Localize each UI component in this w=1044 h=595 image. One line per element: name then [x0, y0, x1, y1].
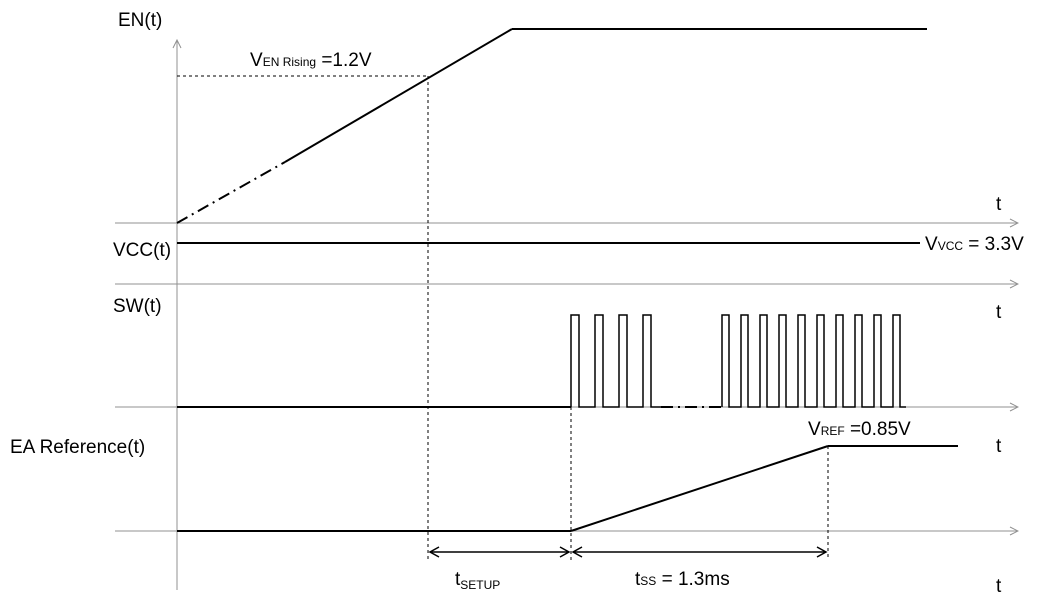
- ea-axis-t-label: t: [996, 436, 1002, 457]
- tss-label: tSS = 1.3ms: [635, 569, 730, 590]
- sw-axis-t-label: t: [996, 302, 1002, 323]
- vcc-signal-label: VCC(t): [113, 240, 171, 261]
- sw-pulse-train-1: [570, 314, 661, 408]
- ea-signal-label: EA Reference(t): [10, 437, 145, 458]
- sw-signal-label: SW(t): [113, 296, 162, 317]
- bottom-axis-t-label: t: [996, 576, 1002, 595]
- ea-soft-start-ramp: [570, 445, 829, 532]
- en-ramp: [284, 28, 513, 163]
- ven-rising-label: VEN Rising =1.2V: [250, 50, 372, 71]
- en-axis-t-label: t: [996, 194, 1002, 215]
- en-waveform: [176, 28, 927, 224]
- tsetup-label: tSETUP: [455, 569, 500, 592]
- en-signal-label: EN(t): [118, 10, 162, 31]
- vref-label: VREF =0.85V: [808, 419, 911, 440]
- ea-waveform: [177, 445, 958, 532]
- sw-pulse-train-2: [721, 314, 906, 408]
- vvcc-label: VVCC = 3.3V: [925, 234, 1024, 255]
- en-ramp-dashdot: [176, 161, 286, 224]
- sw-waveform: [177, 314, 906, 408]
- axes: [115, 40, 1018, 590]
